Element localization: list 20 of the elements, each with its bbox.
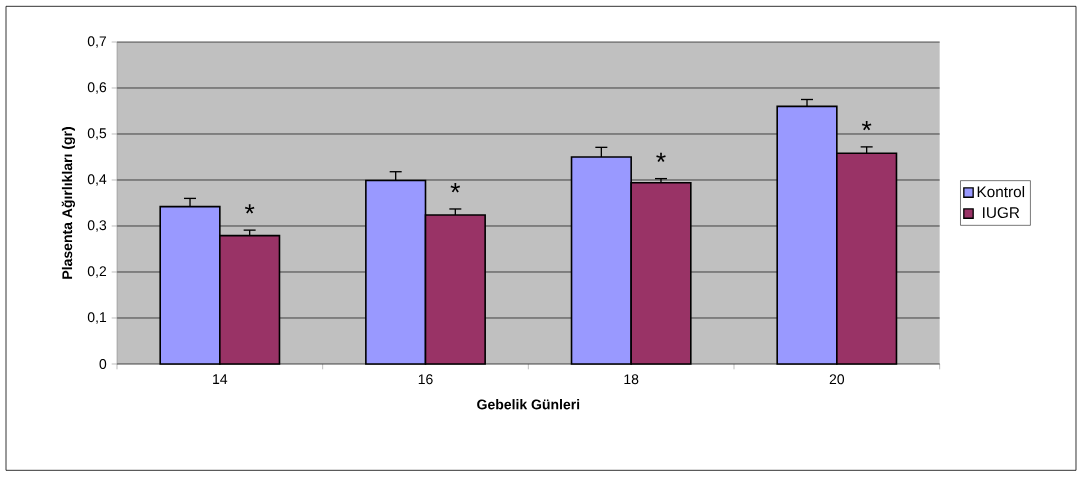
y-tick-label: 0,7	[87, 36, 107, 48]
y-tick-label: 0,3	[87, 220, 107, 232]
x-tick-label: 18	[624, 374, 639, 385]
y-tick-label: 0	[99, 359, 107, 369]
y-tick-label: 0,4	[87, 174, 107, 186]
legend-label: IUGR	[983, 207, 1020, 219]
y-tick-label: 0,6	[87, 82, 107, 94]
legend-label: Kontrol	[977, 185, 1025, 198]
x-axis-title: Gebelik Günleri	[477, 399, 580, 410]
annotation: *	[656, 152, 666, 163]
x-tick-label: 14	[213, 374, 228, 384]
x-tick-label: 20	[829, 374, 845, 385]
y-tick-label: 0,1	[87, 312, 107, 324]
annotation: *	[861, 120, 872, 131]
annotation: *	[244, 204, 255, 214]
x-tick-label: 16	[418, 374, 433, 385]
y-tick-label: 0,2	[87, 266, 107, 278]
y-tick-label: 0,5	[87, 128, 107, 140]
annotation: *	[450, 183, 461, 193]
y-axis-title: Plasenta Ağırlıkları (gr)	[61, 127, 76, 279]
